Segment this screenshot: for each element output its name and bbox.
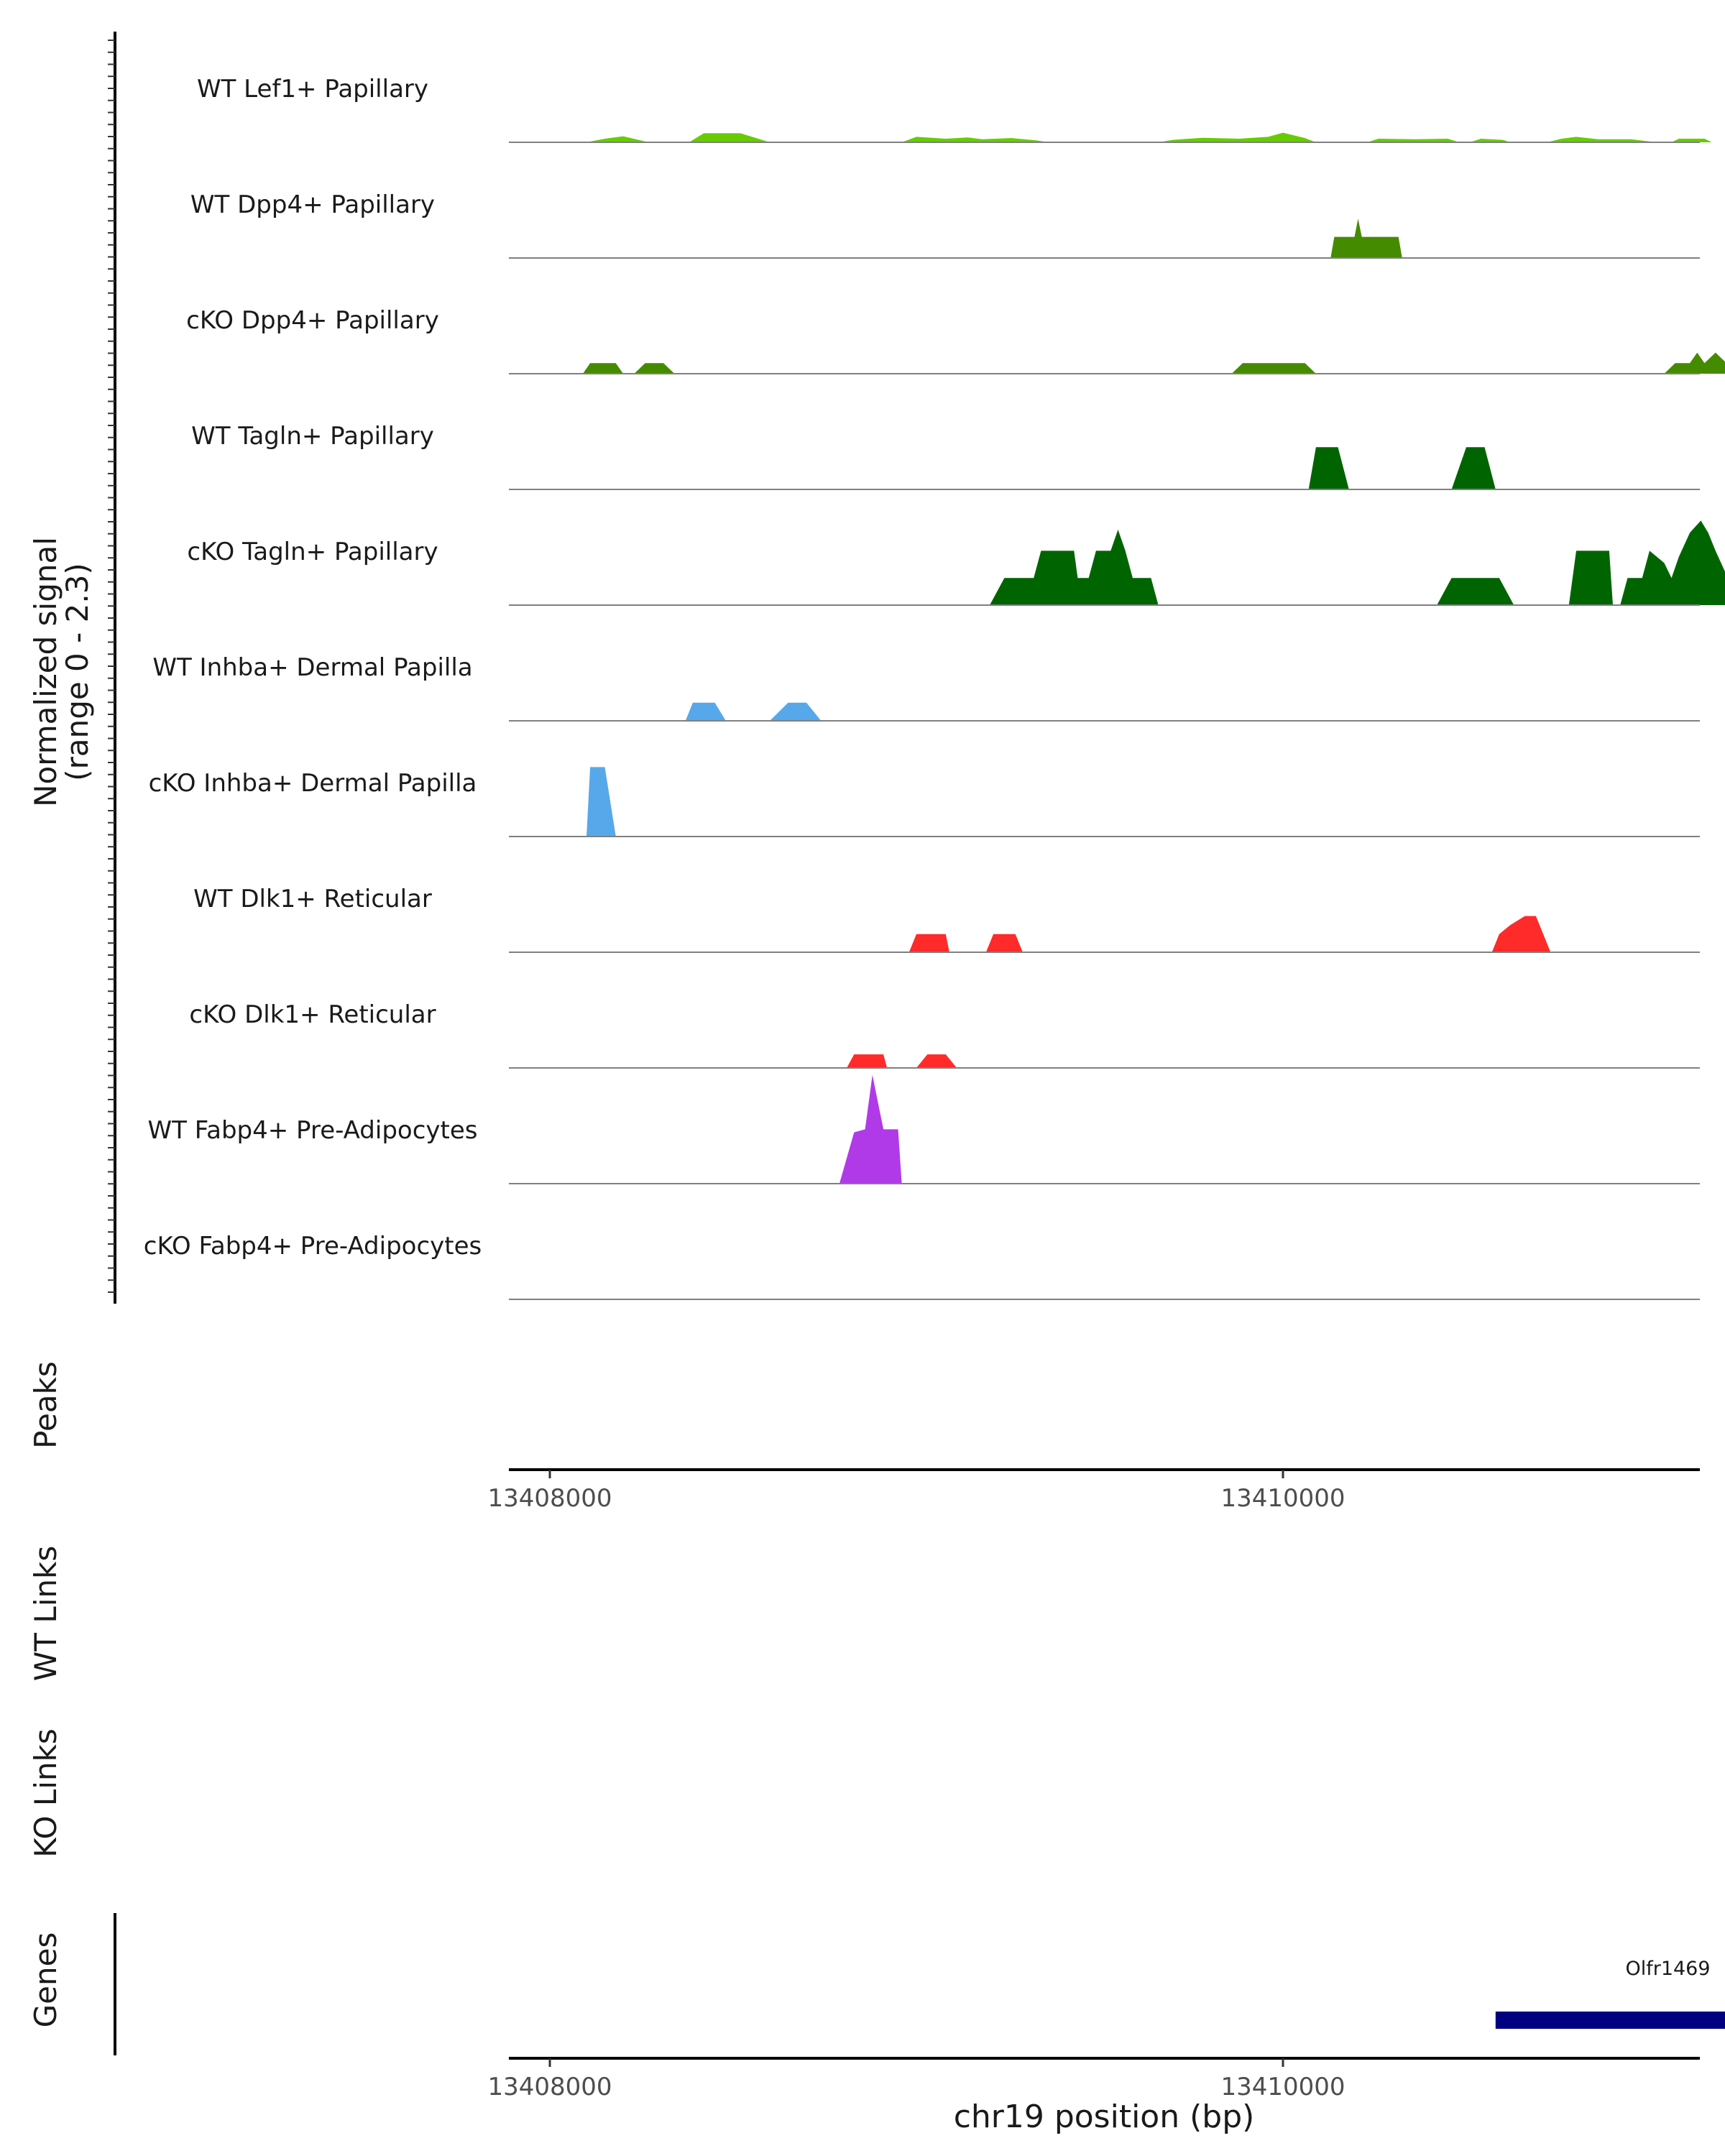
track-label-2: cKO Dpp4+ Papillary	[186, 306, 439, 335]
track-5: WT Inhba+ Dermal Papilla	[152, 653, 1725, 722]
coverage-area-0	[586, 132, 1725, 142]
gene-annotations: Olfr1469	[1495, 1958, 1725, 2029]
genes-x-axis-ticks: 13408000134100001341200013414000	[487, 2058, 1346, 2101]
track-label-0: WT Lef1+ Papillary	[197, 75, 428, 103]
track-label-7: WT Dlk1+ Reticular	[193, 885, 432, 913]
gene-strand-arrow	[1683, 2013, 1693, 2027]
coverage-area-8	[847, 1054, 1725, 1068]
peaks-x-tick-label-1: 13410000	[1220, 1484, 1345, 1513]
track-label-10: cKO Fabp4+ Pre-Adipocytes	[144, 1232, 482, 1261]
track-label-9: WT Fabp4+ Pre-Adipocytes	[148, 1116, 478, 1145]
signal-y-axis	[108, 32, 116, 1304]
gene-strand-arrow	[1721, 2017, 1725, 2024]
ko-links-track-label: KO Links	[28, 1728, 63, 1858]
coverage-area-6	[586, 767, 616, 837]
track-label-6: cKO Inhba+ Dermal Papilla	[149, 769, 477, 798]
track-4: cKO Tagln+ Papillary	[187, 520, 1725, 606]
track-label-8: cKO Dlk1+ Reticular	[189, 1000, 436, 1029]
wt-links-track-label: WT Links	[28, 1546, 63, 1681]
gene-strand-arrow	[1646, 2013, 1656, 2027]
gene-strand-arrow	[1515, 2013, 1525, 2027]
genes-track-label: Genes	[28, 1932, 63, 2028]
track-label-1: WT Dpp4+ Papillary	[190, 190, 435, 219]
track-label-3: WT Tagln+ Papillary	[191, 422, 434, 451]
coverage-area-9	[839, 1074, 902, 1184]
track-9: WT Fabp4+ Pre-Adipocytes	[148, 1074, 1700, 1184]
track-label-4: cKO Tagln+ Papillary	[187, 538, 438, 566]
track-10: cKO Fabp4+ Pre-Adipocytes	[144, 1232, 1700, 1300]
coverage-area-4	[990, 520, 1725, 605]
gene-strand-arrow	[1534, 2013, 1544, 2027]
gene-strand-arrow	[1627, 2013, 1637, 2027]
gene-strand-arrow	[1590, 2013, 1600, 2027]
track-label-5: WT Inhba+ Dermal Papilla	[152, 653, 472, 682]
track-8: cKO Dlk1+ Reticular	[189, 1000, 1725, 1069]
gene-strand-arrow	[1552, 2013, 1563, 2027]
gene-strand-arrow	[1609, 2013, 1619, 2027]
x-axis-title: chr19 position (bp)	[954, 2099, 1255, 2135]
coverage-area-5	[685, 702, 1725, 721]
coverage-area-3	[1308, 447, 1496, 489]
track-7: WT Dlk1+ Reticular	[193, 885, 1700, 953]
coverage-tracks: WT Lef1+ Papillary WT Dpp4+ Papillary cKO …	[144, 75, 1725, 1300]
track-6: cKO Inhba+ Dermal Papilla	[149, 767, 1700, 837]
gene-strand-arrow	[1496, 2013, 1506, 2027]
peaks-track-label: Peaks	[28, 1361, 63, 1449]
genes-x-tick-label-0: 13408000	[487, 2073, 612, 2101]
gene-strand-arrow	[1665, 2013, 1675, 2027]
track-1: WT Dpp4+ Papillary	[190, 190, 1700, 259]
gene-strand-arrow	[1702, 2013, 1712, 2027]
peaks-x-tick-label-0: 13408000	[487, 1484, 612, 1513]
track-3: WT Tagln+ Papillary	[191, 422, 1700, 490]
y-axis-title-line2: (range 0 - 2.3)	[60, 563, 95, 781]
coverage-area-1	[1330, 218, 1402, 258]
y-axis-title-line1: Normalized signal	[28, 537, 63, 807]
genes-x-tick-label-1: 13410000	[1220, 2073, 1345, 2101]
peaks-x-axis-ticks: 13408000134100001341200013414000	[487, 1470, 1346, 1513]
gene-label-0: Olfr1469	[1625, 1958, 1710, 1980]
track-2: cKO Dpp4+ Papillary	[186, 306, 1725, 374]
track-0: WT Lef1+ Papillary	[197, 75, 1725, 143]
gene-strand-arrow	[1571, 2013, 1581, 2027]
